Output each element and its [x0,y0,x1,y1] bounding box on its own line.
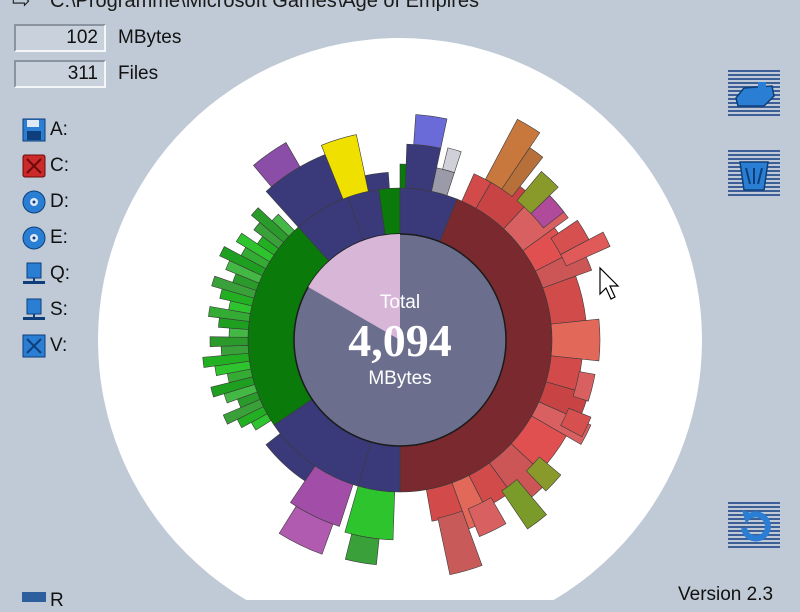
sunburst-segment[interactable] [560,407,592,438]
sunburst-segment[interactable] [209,336,249,347]
drive-label: S: [50,299,68,320]
drive-icon [735,82,775,107]
drive-list: A: C: D: E: Q: S: V: [22,112,70,364]
trash-icon [739,161,769,191]
sunburst-segment[interactable] [437,510,483,576]
drive-r-icon [22,592,46,602]
drive-label: Q: [50,263,71,284]
sunburst-segments[interactable] [202,114,611,576]
drive-label: C: [50,155,69,176]
center-total-value: 4,094 [348,315,452,366]
drive-item-c[interactable]: C: [22,148,70,184]
sunburst-segment[interactable] [278,505,334,555]
files-unit-label: Files [118,63,159,84]
open-drive-button[interactable] [728,68,780,118]
drive-label: A: [50,119,68,140]
cd-drive-icon [22,226,46,250]
network-drive-icon [22,334,46,358]
arrow-right-icon: ⇨ [12,0,31,13]
current-path: C:\Programme\Microsoft Games\Age of Empi… [50,0,480,12]
refresh-button[interactable] [728,500,780,550]
sunburst-segment[interactable] [271,213,295,237]
floppy-icon [22,118,46,142]
sunburst-segment[interactable] [413,114,448,149]
sunburst-segment[interactable] [530,195,565,229]
sunburst-segment[interactable] [550,318,601,362]
center-total-unit: MBytes [368,368,431,389]
path-bar: ⇨ C:\Programme\Microsoft Games\Age of Em… [0,0,800,13]
sunburst-segment[interactable] [560,231,611,267]
sunburst-segment[interactable] [467,497,507,537]
drive-item-d[interactable]: D: [22,184,70,220]
sunburst-segment[interactable] [344,533,380,566]
sunburst-segment[interactable] [253,142,301,188]
drive-label: D: [50,191,69,212]
sunburst-segment[interactable] [501,478,547,530]
drive-item-v[interactable]: V: [22,328,70,364]
drive-label: E: [50,227,68,248]
drive-item-a[interactable]: A: [22,112,70,148]
sunburst-segment[interactable] [501,147,544,198]
trash-button[interactable] [728,148,780,198]
network-drive-icon [22,298,46,322]
drive-item-s[interactable]: S: [22,292,70,328]
drive-r-label: R [50,590,64,611]
drive-label: V: [50,335,68,356]
sunburst-segment[interactable] [572,371,596,402]
drive-item-e[interactable]: E: [22,220,70,256]
hard-disk-icon [22,154,46,178]
sunburst-segment[interactable] [526,456,562,492]
version-label: Version 2.3 [678,584,774,605]
size-value-box: 102 [14,24,106,52]
mouse-cursor-icon [599,266,620,300]
center-total-label: Total [380,292,420,313]
sunburst-segment[interactable] [265,433,316,482]
sunburst-segment[interactable] [442,147,462,173]
free-space-slice[interactable] [308,234,400,340]
files-value-box: 311 [14,60,106,88]
size-unit-label: MBytes [118,27,182,48]
refresh-icon [741,510,771,542]
cd-drive-icon [22,190,46,214]
network-drive-icon [22,262,46,286]
drive-item-q[interactable]: Q: [22,256,70,292]
sunburst-segment[interactable] [364,172,390,192]
